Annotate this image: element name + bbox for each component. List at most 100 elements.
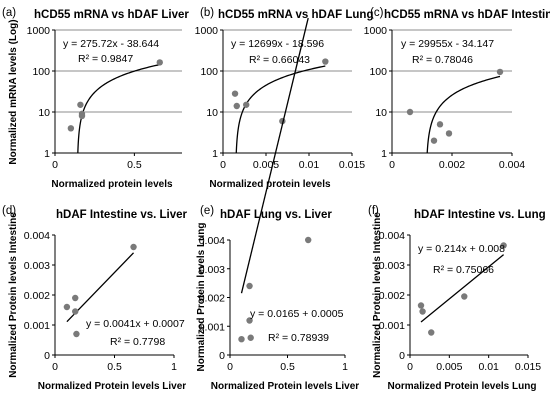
trend-equation: y = 0.214x + 0.008 <box>418 243 505 255</box>
trend-equation: y = 29955x - 34.147 <box>401 38 494 50</box>
y-tick-label: 100 <box>369 66 387 78</box>
data-point <box>73 330 80 338</box>
chart-title: hCD55 mRNA vs hDAF Liver <box>34 9 189 21</box>
trendline <box>426 75 501 154</box>
x-axis-label: Normalized protein levels <box>209 179 331 190</box>
x-tick-label: 0 <box>227 361 233 373</box>
y-tick-label: 0 <box>44 350 50 362</box>
y-tick-label: 0.003 <box>199 264 225 276</box>
data-point <box>156 59 163 66</box>
data-point <box>72 294 79 302</box>
data-point <box>72 308 79 315</box>
x-tick-label: 0 <box>52 361 58 373</box>
y-tick-label: 1 <box>381 148 387 160</box>
y-tick-label: 0 <box>219 350 225 362</box>
y-tick-label: 10 <box>206 107 218 119</box>
y-axis-label: Normalized Protein levels Intestine <box>372 212 383 378</box>
y-axis-label: Normalized Protein levels Lung <box>196 223 207 372</box>
data-point <box>445 130 453 137</box>
y-tick-label: 0 <box>399 350 405 362</box>
x-tick-label: 0.5 <box>107 361 122 373</box>
data-point <box>406 108 414 116</box>
y-tick-label: 1 <box>44 148 50 160</box>
panel-label: (d) <box>2 205 16 217</box>
chart-title: hCD55 mRNA vs hDAF Lung <box>218 9 373 21</box>
r-squared: R² = 0.75066 <box>433 264 494 276</box>
panel-label: (b) <box>200 7 214 19</box>
y-axis-label: Normalized mRNA levels (Log) <box>8 19 19 164</box>
r-squared: R² = 0.78046 <box>412 54 473 66</box>
y-tick-label: 0.001 <box>199 321 225 333</box>
x-tick-label: 0 <box>220 159 226 171</box>
x-tick-label: 0.002 <box>439 159 465 171</box>
trend-equation: y = 275.72x - 38.644 <box>63 38 159 50</box>
y-tick-label: 10 <box>375 107 387 119</box>
y-tick-label: 100 <box>32 66 50 78</box>
trendline <box>240 17 309 294</box>
chart-title: hDAF Lung vs. Liver <box>220 209 332 221</box>
chart-title: hDAF Intestine vs. Lung <box>414 209 546 221</box>
y-tick-label: 1 <box>212 148 218 160</box>
x-tick-label: 0.015 <box>339 159 365 171</box>
data-point <box>243 101 250 108</box>
data-point <box>430 137 438 144</box>
data-point <box>461 293 468 300</box>
data-point <box>246 317 253 324</box>
x-axis-label: Normalized protein levels <box>51 179 173 190</box>
y-tick-label: 0.004 <box>379 230 405 242</box>
panel-label: (a) <box>2 7 16 19</box>
y-tick-label: 1000 <box>195 25 219 37</box>
x-tick-label: 1 <box>342 361 348 373</box>
x-tick-label: 0.01 <box>299 159 320 171</box>
chart-title: hCD55 mRNA vs hDAF Intestine <box>384 9 550 21</box>
x-tick-label: 0 <box>52 159 58 171</box>
x-tick-label: 0.5 <box>127 159 142 171</box>
r-squared: R² = 0.9847 <box>78 53 133 65</box>
panel-label: (f) <box>368 205 379 217</box>
data-point <box>246 282 253 290</box>
chart-title: hDAF Intestine vs. Liver <box>56 209 188 221</box>
data-point <box>77 101 84 108</box>
trend-equation: y = 12699x - 18.596 <box>231 38 324 50</box>
trend-equation: y = 0.0165 + 0.0005 <box>250 308 344 320</box>
data-point <box>496 68 504 76</box>
x-tick-label: 0.005 <box>253 159 279 171</box>
data-point <box>500 242 507 249</box>
y-tick-label: 0.003 <box>379 260 405 272</box>
x-tick-label: 0.01 <box>478 361 499 373</box>
data-point <box>436 121 444 128</box>
x-tick-label: 0.005 <box>436 361 462 373</box>
data-point <box>231 90 239 97</box>
y-tick-label: 1000 <box>27 25 51 37</box>
x-axis-label: Normalized Protein levels Liver <box>211 381 359 392</box>
data-point <box>63 303 71 311</box>
trendline <box>77 63 160 154</box>
panel-label: (c) <box>370 7 384 19</box>
data-point <box>322 58 329 65</box>
data-point <box>247 334 254 341</box>
y-tick-label: 0.003 <box>24 260 50 272</box>
trend-equation: y = 0.0041x + 0.0007 <box>86 318 185 330</box>
data-point <box>130 243 137 251</box>
data-point <box>305 236 312 244</box>
x-tick-label: 1 <box>171 361 177 373</box>
y-tick-label: 1000 <box>364 25 388 37</box>
y-tick-label: 0.004 <box>199 235 225 247</box>
trendline <box>420 254 505 323</box>
r-squared: R² = 0.7798 <box>110 336 165 348</box>
y-tick-label: 0.001 <box>24 320 50 332</box>
data-point <box>233 102 240 110</box>
y-tick-label: 0.002 <box>199 293 225 305</box>
y-axis-label: Normalized Protein levels Intestine <box>8 212 19 378</box>
x-tick-label: 0.004 <box>499 159 525 171</box>
x-axis-label: Normalized Protein levels Lung <box>388 381 537 392</box>
y-tick-label: 100 <box>200 66 218 78</box>
x-tick-label: 0.5 <box>280 361 295 373</box>
trendline <box>235 65 326 154</box>
r-squared: R² = 0.66043 <box>249 54 310 66</box>
x-tick-label: 0 <box>389 159 395 171</box>
data-point <box>419 308 426 315</box>
y-tick-label: 0.002 <box>379 290 405 302</box>
r-squared: R² = 0.78939 <box>268 332 329 344</box>
